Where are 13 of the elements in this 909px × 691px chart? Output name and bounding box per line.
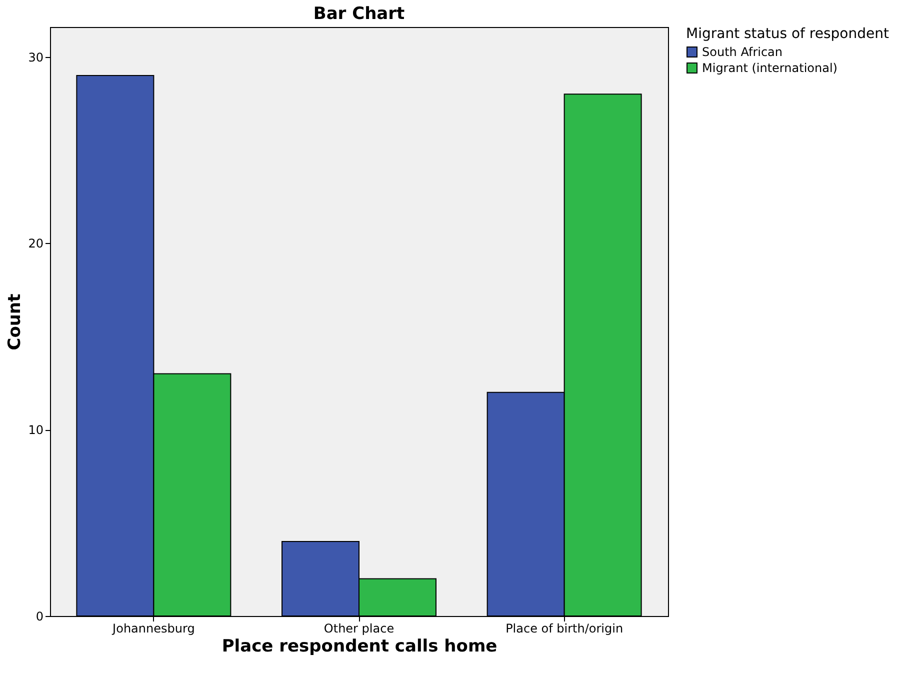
x-axis-title: Place respondent calls home	[222, 636, 498, 656]
legend-title: Migrant status of respondent	[686, 26, 890, 42]
y-tick-label: 20	[28, 236, 44, 251]
y-tick-label: 0	[36, 610, 44, 624]
y-tick-label: 10	[28, 423, 44, 438]
legend-label: South African	[702, 45, 783, 59]
x-tick-label: Other place	[324, 622, 394, 636]
y-tick-label: 30	[28, 50, 44, 64]
x-tick-label: Johannesburg	[112, 622, 195, 636]
chart-title: Bar Chart	[313, 4, 405, 24]
x-tick-label: Place of birth/origin	[506, 622, 624, 636]
y-axis-title: Count	[5, 294, 26, 350]
legend-label: Migrant (international)	[702, 61, 838, 75]
